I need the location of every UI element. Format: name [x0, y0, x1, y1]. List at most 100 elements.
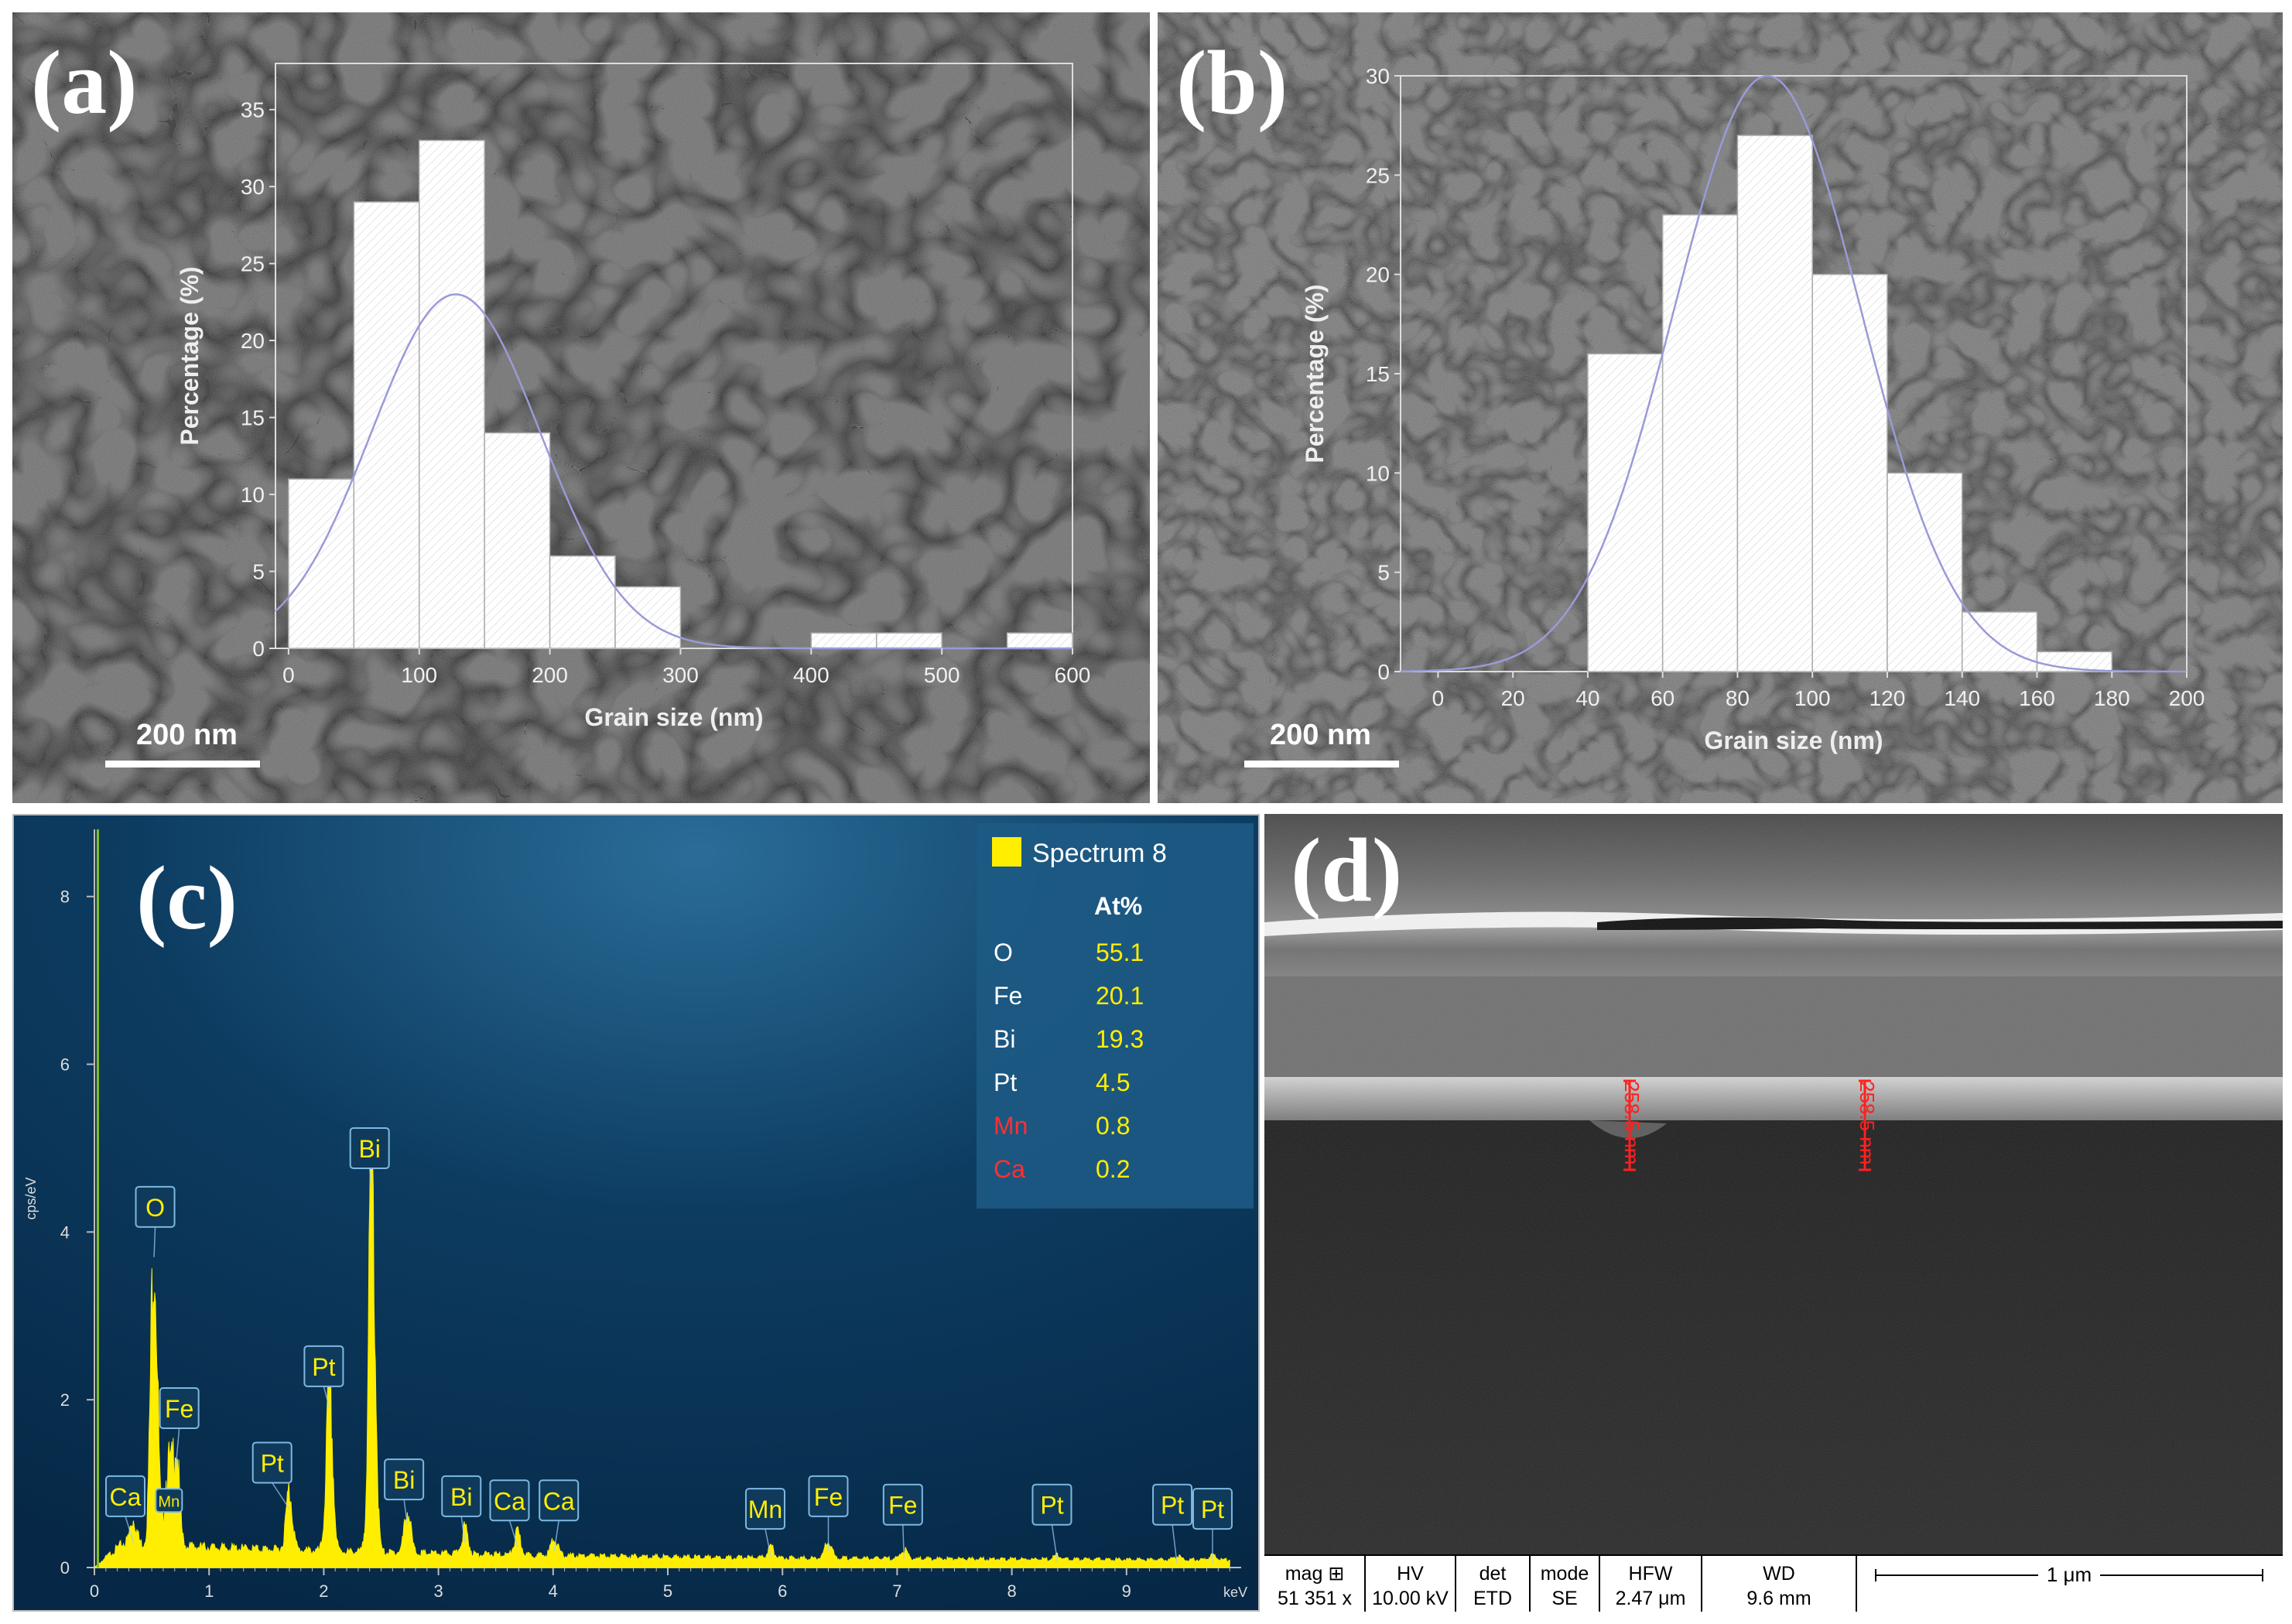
x-tick-label: 500: [924, 663, 960, 687]
info-header: HFW: [1629, 1563, 1673, 1585]
x-tick-label: 80: [1726, 686, 1750, 710]
element-at-percent: 19.3: [1096, 1025, 1144, 1053]
measure-label: 258.5 nm: [1856, 1081, 1879, 1164]
peak-label: O: [135, 1185, 176, 1257]
x-tick-label: 7: [892, 1581, 901, 1601]
info-header: det: [1480, 1563, 1507, 1585]
legend-swatch: [992, 837, 1021, 867]
x-tick-label: 0: [1432, 686, 1445, 710]
gaussian-fit-line: [275, 293, 1072, 650]
peak-label-text: Mn: [158, 1493, 180, 1510]
x-tick-label: 5: [663, 1581, 672, 1601]
y-tick-label: 25: [241, 252, 265, 276]
x-tick-label: 140: [1944, 686, 1980, 710]
element-at-percent: 0.8: [1096, 1112, 1130, 1140]
x-tick-label: 2: [319, 1581, 328, 1601]
y-tick-label: 0: [60, 1558, 70, 1578]
peak-label: Pt: [303, 1345, 344, 1409]
histogram-bar: [1961, 611, 2038, 672]
element-at-percent: 55.1: [1096, 939, 1144, 966]
peak-label: Ca: [489, 1479, 530, 1547]
x-tick-label: 6: [778, 1581, 787, 1601]
x-tick-label: 0: [282, 663, 295, 687]
peak-label-text: Ca: [110, 1483, 142, 1511]
peak-label: Ca: [105, 1475, 146, 1543]
histogram-bar: [1736, 135, 1813, 672]
y-tick-label: 20: [1366, 263, 1390, 287]
peak-label-text: Pt: [1161, 1492, 1184, 1520]
element-symbol: O: [994, 939, 1013, 966]
x-tick-label: 400: [793, 663, 830, 687]
composition-table: Spectrum 8 At% O 55.1 Fe 20.1 Bi 19.3 Pt 4.5 Mn 0…: [977, 823, 1254, 1209]
histogram-bar: [484, 432, 551, 649]
x-tick-label: 200: [2169, 686, 2205, 710]
histogram-bar: [418, 139, 485, 649]
y-tick-label: 5: [1377, 561, 1390, 585]
histogram-bar: [1661, 214, 1739, 672]
peak-label-text: Bi: [393, 1466, 415, 1494]
peak-label-text: Mn: [748, 1496, 782, 1523]
gaussian-fit-line: [1401, 74, 2187, 673]
sem-info-bar: mag ⊞ 51 351 x HV 10.00 kV det ETD mode SE HFW 2.…: [1264, 1554, 2283, 1612]
y-tick-label: 20: [241, 329, 265, 353]
histogram-bar: [875, 632, 942, 649]
scale-bar: [1244, 761, 1399, 768]
x-axis-label: Grain size (nm): [1704, 727, 1883, 754]
x-tick-label: 100: [401, 663, 437, 687]
y-axis-label: cps/eV: [23, 1177, 39, 1219]
x-tick-label: 40: [1575, 686, 1599, 710]
element-symbol: Fe: [994, 982, 1022, 1010]
info-header: mode: [1541, 1563, 1589, 1585]
peak-label-text: Fe: [165, 1395, 193, 1423]
peak-label: Pt: [1031, 1483, 1072, 1564]
y-tick-label: 15: [241, 406, 265, 430]
y-tick-label: 5: [252, 560, 265, 584]
peak-label: Fe: [808, 1475, 849, 1551]
panel-label: (c): [136, 847, 238, 949]
peak-label: Ca: [539, 1479, 580, 1551]
panel-c: 0 1 2 3 4 5 6 7 8 9 keV 0 2 4 6 8 cps/eV Ca Mn O Fe Pt Pt Bi Bi B…: [12, 814, 1260, 1612]
y-tick-label: 25: [1366, 163, 1390, 187]
scale-bar-label: 200 nm: [1270, 719, 1371, 751]
info-header: mag ⊞: [1285, 1563, 1345, 1585]
element-symbol: Ca: [994, 1155, 1025, 1183]
x-tick-label: 1: [204, 1581, 214, 1601]
x-tick-label: 0: [90, 1581, 99, 1601]
info-value: SE: [1551, 1588, 1577, 1609]
peak-label: Mn: [744, 1488, 785, 1558]
table-rows: O 55.1 Fe 20.1 Bi 19.3 Pt 4.5 Mn 0.8 Ca 0.2: [994, 939, 1144, 1183]
y-tick-label: 0: [252, 637, 265, 661]
y-tick-label: 8: [60, 887, 70, 907]
spectrum-area: [93, 1134, 1230, 1568]
peak-label: Fe: [159, 1387, 200, 1467]
x-tick-label: 9: [1122, 1581, 1131, 1601]
scale-bar-label: 200 nm: [136, 719, 238, 751]
y-tick-label: 10: [1366, 461, 1390, 485]
histogram-bar: [549, 555, 616, 649]
eds-spectrum: 0 1 2 3 4 5 6 7 8 9 keV 0 2 4 6 8 cps/eV Ca Mn O Fe Pt Pt Bi Bi B…: [23, 829, 1247, 1601]
histogram-bar: [353, 201, 420, 649]
x-axis-label: Grain size (nm): [584, 703, 763, 731]
measure-label: 258.5 nm: [1620, 1081, 1644, 1164]
info-cells: mag ⊞ 51 351 x HV 10.00 kV det ETD mode SE HFW 2.…: [1278, 1555, 1811, 1612]
table-header: At%: [1094, 892, 1142, 920]
histogram-bar: [1587, 353, 1664, 672]
peak-label-text: Ca: [494, 1487, 525, 1515]
panel-label: (d): [1291, 819, 1402, 921]
peak-label-text: O: [145, 1194, 165, 1222]
info-value: 10.00 kV: [1372, 1588, 1449, 1609]
panel-b-svg: 0 20 40 60 80 100 120 140 160 180 200 0 5 10 15 20 25 30 G…: [1158, 12, 2283, 803]
sem-noise: [12, 12, 1150, 803]
panel-label: (a): [31, 32, 138, 133]
legend-label: Spectrum 8: [1032, 839, 1167, 868]
measurement-2: 258.5 nm: [1856, 1079, 1879, 1171]
y-tick-label: 35: [241, 98, 265, 122]
x-tick-label: 120: [1870, 686, 1906, 710]
histogram-bar: [810, 632, 877, 649]
peak-label: Pt: [1152, 1483, 1193, 1564]
histogram-bar: [288, 478, 355, 649]
scale-bar: [105, 761, 260, 768]
peak-label-text: Bi: [450, 1483, 472, 1511]
y-axis-label: Percentage (%): [176, 266, 204, 445]
peak-label: Mn: [155, 1488, 183, 1513]
